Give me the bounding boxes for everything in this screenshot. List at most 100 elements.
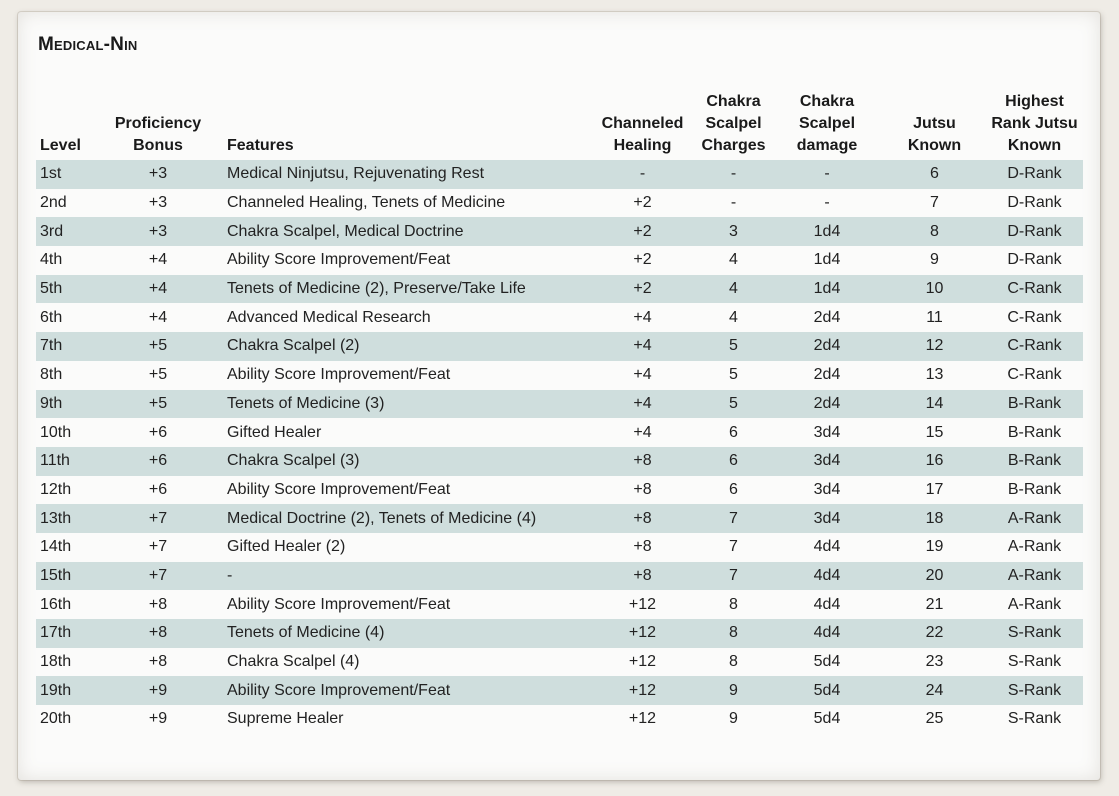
- cell-proficiency-bonus: +8: [93, 619, 223, 648]
- table-row: 2nd +3 Channeled Healing, Tenets of Medici…: [36, 189, 1083, 218]
- table-row: 15th +7- +8 7 4d4 20 A-Rank: [36, 561, 1083, 591]
- cell-features: Medical Ninjutsu, Rejuvenating Rest: [223, 160, 589, 189]
- header-channeled-healing: Channeled Healing: [601, 115, 684, 154]
- table-row: 13th +7 Medical Doctrine (2), Tenets of Me…: [36, 504, 1083, 533]
- cell-highest-rank: C-Rank: [1007, 308, 1062, 326]
- cell-channeled-healing: -: [589, 160, 696, 189]
- cell-chakra-scalpel-charges: 3: [696, 217, 771, 247]
- cell-channeled-healing: +4: [633, 308, 652, 326]
- cell-features: Ability Score Improvement/Feat: [227, 251, 451, 269]
- cell-highest-rank: A-Rank: [986, 561, 1083, 591]
- cell-channeled-healing: +4: [589, 332, 696, 361]
- cell-features: Chakra Scalpel (4): [227, 653, 360, 671]
- table-row: 11th +6 Chakra Scalpel (3) +8 6 3d4 16 B-Rank: [36, 446, 1083, 476]
- header-features: Features: [227, 137, 294, 154]
- cell-level: 6th: [40, 308, 63, 326]
- header-level: Level: [40, 137, 81, 154]
- cell-features: Medical Doctrine (2), Tenets of Medicine…: [223, 504, 589, 533]
- cell-chakra-scalpel-damage: 1d4: [771, 217, 883, 247]
- cell-chakra-scalpel-charges: 9: [729, 710, 738, 728]
- cell-level: 7th: [36, 332, 93, 361]
- cell-chakra-scalpel-damage: 1d4: [813, 251, 841, 269]
- cell-jutsu-known: 12: [883, 332, 986, 361]
- table-row: 5th +4 Tenets of Medicine (2), Preserve/Ta…: [36, 274, 1083, 304]
- cell-proficiency-bonus: +5: [148, 366, 168, 384]
- header-proficiency-bonus: Proficiency Bonus: [114, 115, 202, 154]
- cell-channeled-healing: +4: [633, 423, 652, 441]
- cell-proficiency-bonus: +4: [148, 308, 168, 326]
- cell-chakra-scalpel-damage: 4d4: [771, 561, 883, 591]
- cell-chakra-scalpel-damage: 1d4: [771, 274, 883, 304]
- cell-channeled-healing: +8: [589, 446, 696, 476]
- cell-jutsu-known: 13: [925, 366, 944, 384]
- cell-channeled-healing: +2: [633, 251, 652, 269]
- cell-channeled-healing: +12: [628, 653, 657, 671]
- class-progression-table: Level Proficiency Bonus Features Channel…: [36, 67, 1083, 734]
- cell-highest-rank: A-Rank: [986, 504, 1083, 533]
- cell-proficiency-bonus: +9: [93, 676, 223, 706]
- cell-chakra-scalpel-damage: 5d4: [771, 676, 883, 706]
- cell-features: Ability Score Improvement/Feat: [227, 595, 451, 613]
- cell-highest-rank: B-Rank: [1007, 480, 1062, 498]
- header-chakra-scalpel-charges: Chakra Scalpel Charges: [701, 93, 766, 154]
- cell-highest-rank: S-Rank: [1007, 653, 1062, 671]
- cell-features: Chakra Scalpel, Medical Doctrine: [223, 217, 589, 247]
- cell-level: 10th: [40, 423, 72, 441]
- cell-chakra-scalpel-charges: 7: [696, 504, 771, 533]
- cell-level: 15th: [36, 561, 93, 591]
- cell-chakra-scalpel-charges: 8: [696, 619, 771, 648]
- cell-chakra-scalpel-damage: 2d4: [813, 308, 841, 326]
- cell-features: Ability Score Improvement/Feat: [227, 480, 451, 498]
- cell-level: 4th: [40, 251, 63, 269]
- cell-chakra-scalpel-damage: 2d4: [771, 332, 883, 361]
- cell-chakra-scalpel-charges: 4: [729, 251, 738, 269]
- cell-level: 8th: [40, 366, 63, 384]
- cell-jutsu-known: 7: [930, 194, 939, 212]
- cell-channeled-healing: +8: [589, 561, 696, 591]
- cell-proficiency-bonus: +7: [93, 504, 223, 533]
- cell-chakra-scalpel-charges: 5: [696, 332, 771, 361]
- table-row: 10th +6 Gifted Healer +4 6 3d4 15 B-Rank: [36, 418, 1083, 447]
- cell-chakra-scalpel-damage: 5d4: [813, 710, 841, 728]
- cell-proficiency-bonus: +7: [93, 561, 223, 591]
- cell-channeled-healing: +12: [628, 710, 657, 728]
- cell-highest-rank: B-Rank: [986, 389, 1083, 419]
- cell-highest-rank: D-Rank: [986, 160, 1083, 189]
- cell-chakra-scalpel-damage: 4d4: [771, 619, 883, 648]
- cell-proficiency-bonus: +3: [93, 160, 223, 189]
- cell-level: 9th: [36, 389, 93, 419]
- cell-level: 11th: [36, 446, 93, 476]
- cell-chakra-scalpel-charges: 9: [696, 676, 771, 706]
- cell-highest-rank: C-Rank: [1007, 366, 1062, 384]
- cell-chakra-scalpel-damage: 3d4: [771, 446, 883, 476]
- table-row: 17th +8 Tenets of Medicine (4) +12 8 4d4 22 S-R…: [36, 619, 1083, 648]
- cell-channeled-healing: +12: [589, 619, 696, 648]
- cell-proficiency-bonus: +3: [148, 194, 168, 212]
- cell-channeled-healing: +4: [633, 366, 652, 384]
- cell-highest-rank: A-Rank: [1007, 595, 1062, 613]
- cell-proficiency-bonus: +8: [148, 595, 168, 613]
- cell-proficiency-bonus: +6: [148, 423, 168, 441]
- cell-chakra-scalpel-damage: 4d4: [813, 595, 841, 613]
- cell-features: Supreme Healer: [227, 710, 344, 728]
- table-row: 3rd +3 Chakra Scalpel, Medical Doctrine +2 3…: [36, 217, 1083, 247]
- cell-features: Tenets of Medicine (4): [223, 619, 589, 648]
- cell-jutsu-known: 24: [883, 676, 986, 706]
- cell-chakra-scalpel-damage: 3d4: [771, 504, 883, 533]
- cell-level: 5th: [36, 274, 93, 304]
- cell-level: 3rd: [36, 217, 93, 247]
- cell-highest-rank: D-Rank: [1007, 194, 1062, 212]
- cell-proficiency-bonus: +7: [148, 538, 168, 556]
- cell-chakra-scalpel-charges: 5: [696, 389, 771, 419]
- cell-features: Chakra Scalpel (2): [223, 332, 589, 361]
- cell-channeled-healing: +8: [633, 480, 652, 498]
- cell-level: 19th: [36, 676, 93, 706]
- header-highest-rank-jutsu-known: Highest Rank Jutsu Known: [991, 93, 1078, 154]
- table-row: 8th +5 Ability Score Improvement/Feat +4 5 2d…: [36, 361, 1083, 390]
- cell-proficiency-bonus: +5: [93, 332, 223, 361]
- cell-highest-rank: S-Rank: [986, 619, 1083, 648]
- cell-chakra-scalpel-charges: 7: [696, 561, 771, 591]
- cell-jutsu-known: 11: [926, 308, 943, 326]
- cell-highest-rank: A-Rank: [1007, 538, 1062, 556]
- cell-channeled-healing: +8: [633, 538, 652, 556]
